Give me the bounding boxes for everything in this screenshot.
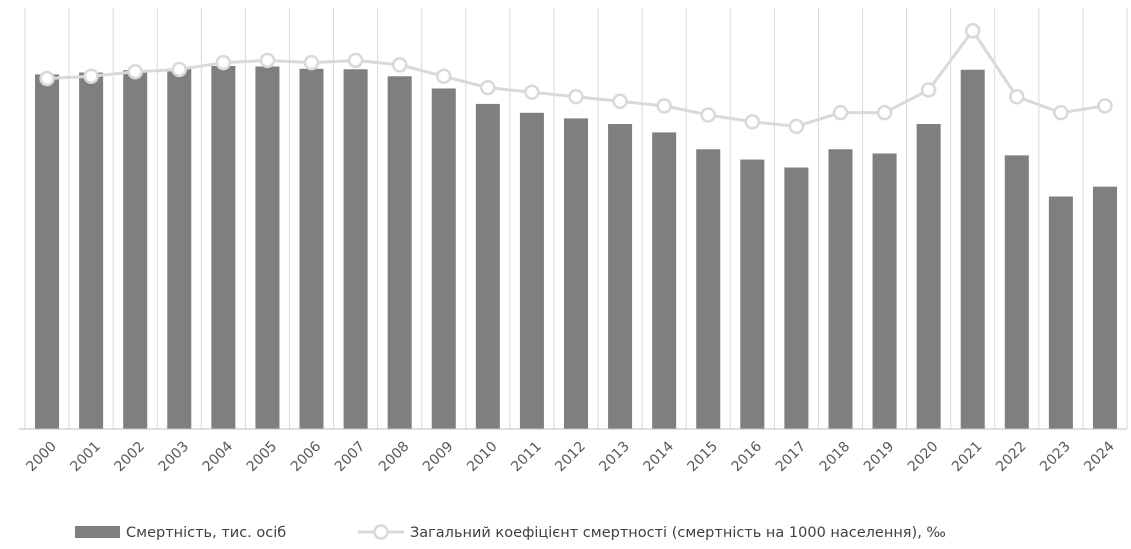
x-tick-label: 2018 <box>817 439 854 476</box>
legend-bar-swatch <box>75 526 120 538</box>
bar-2023 <box>1048 196 1073 429</box>
line-point-2007 <box>347 52 364 69</box>
x-tick-label: 2020 <box>905 439 942 476</box>
bar-2011 <box>519 112 544 429</box>
legend-line-label: Загальний коефіцієнт смертності (смертні… <box>410 525 946 541</box>
x-tick-label: 2002 <box>112 439 149 476</box>
legend-line-marker <box>373 524 389 540</box>
x-tick-label: 2001 <box>67 439 104 476</box>
bar-2008 <box>387 76 412 429</box>
bar-2014 <box>652 132 677 429</box>
line-point-2017 <box>788 118 805 135</box>
line-point-2008 <box>391 57 408 73</box>
legend: Смертність, тис. осіб Загальний коефіціє… <box>75 524 946 541</box>
x-tick-label: 2000 <box>23 439 60 476</box>
x-tick-label: 2024 <box>1081 438 1118 475</box>
line-point-2000 <box>39 70 55 87</box>
line-point-2016 <box>744 114 761 130</box>
gridlines <box>24 8 1128 429</box>
line-point-2018 <box>832 104 849 121</box>
bar-2016 <box>740 159 765 429</box>
bar-2015 <box>696 149 721 429</box>
line-point-2013 <box>612 93 628 110</box>
x-tick-label: 2023 <box>1037 439 1074 476</box>
bar-2003 <box>167 68 192 430</box>
x-tick-label: 2005 <box>244 439 281 476</box>
line-path <box>46 29 1106 128</box>
line-point-2002 <box>127 63 143 80</box>
bar-2024 <box>1092 186 1117 429</box>
bar-2018 <box>828 149 853 429</box>
x-tick-label: 2022 <box>993 439 1030 476</box>
bar-2002 <box>123 70 148 429</box>
x-tick-label: 2008 <box>376 439 413 476</box>
bar-2022 <box>1004 155 1029 429</box>
bar-2009 <box>431 88 456 430</box>
x-tick-label: 2009 <box>420 439 457 476</box>
x-tick-label: 2011 <box>508 439 545 476</box>
line-point-2010 <box>480 79 496 96</box>
bar-2020 <box>916 124 941 430</box>
x-tick-label: 2010 <box>464 439 501 476</box>
line-point-2003 <box>171 61 188 78</box>
bar-2012 <box>563 118 589 429</box>
line-point-2024 <box>1097 98 1113 114</box>
bar-2004 <box>211 66 236 429</box>
line-point-2004 <box>215 54 232 71</box>
bar-2005 <box>255 66 280 429</box>
bar-2006 <box>299 68 324 430</box>
line-point-2015 <box>700 107 716 123</box>
x-tick-label: 2014 <box>640 438 677 475</box>
line-series <box>39 23 1113 135</box>
x-tick-label: 2013 <box>596 439 633 476</box>
x-tick-label: 2016 <box>729 438 766 475</box>
x-tick-label: 2004 <box>200 438 237 475</box>
x-tick-label: 2007 <box>332 439 369 476</box>
bar-2007 <box>343 69 368 429</box>
line-point-2020 <box>920 82 937 98</box>
bar-2017 <box>784 167 809 430</box>
bar-2001 <box>79 72 104 429</box>
x-tick-label: 2017 <box>773 439 810 476</box>
legend-bar-label: Смертність, тис. осіб <box>126 525 286 541</box>
line-point-2005 <box>259 52 276 69</box>
bar-2019 <box>872 153 897 429</box>
bar-2010 <box>475 103 500 430</box>
bar-2013 <box>608 124 633 430</box>
x-axis-tick-labels: 2000 2001 2002 2003 2004 2005 2006 2007 2008 2009… <box>23 438 1117 475</box>
bar-series <box>35 66 1117 430</box>
bar-2000 <box>35 74 60 430</box>
x-tick-label: 2003 <box>156 439 193 476</box>
line-point-2001 <box>83 68 99 85</box>
x-tick-label: 2006 <box>288 438 325 475</box>
line-point-2023 <box>1053 104 1069 121</box>
line-point-2006 <box>303 54 320 71</box>
line-point-2014 <box>656 98 672 114</box>
x-tick-label: 2021 <box>949 439 986 476</box>
line-point-2012 <box>568 89 584 105</box>
x-tick-label: 2015 <box>685 439 722 476</box>
line-point-2021 <box>964 23 981 39</box>
x-tick-label: 2012 <box>552 439 589 476</box>
line-point-2022 <box>1009 89 1025 105</box>
x-tick-label: 2019 <box>861 439 898 476</box>
line-point-2009 <box>436 68 452 85</box>
line-point-2011 <box>524 84 540 100</box>
bar-2021 <box>960 69 985 429</box>
line-point-2019 <box>876 104 893 121</box>
